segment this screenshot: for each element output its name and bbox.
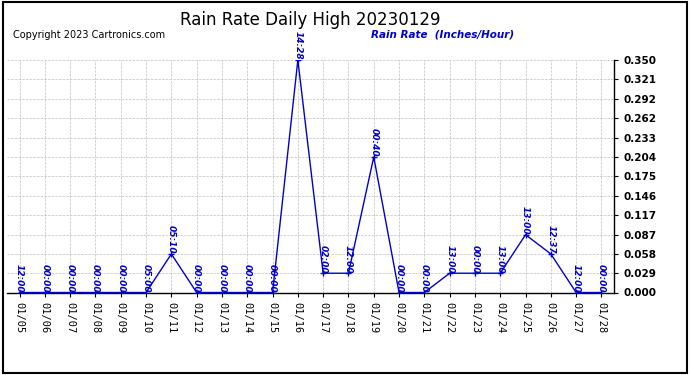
Text: 00:00: 00:00: [395, 264, 404, 292]
Text: 00:00: 00:00: [268, 264, 277, 292]
Text: 00:00: 00:00: [66, 264, 75, 292]
Text: 12:37: 12:37: [546, 225, 555, 254]
Text: 12:00: 12:00: [344, 244, 353, 273]
Text: Rain Rate Daily High 20230129: Rain Rate Daily High 20230129: [180, 11, 441, 29]
Text: 00:00: 00:00: [217, 264, 226, 292]
Text: 00:00: 00:00: [243, 264, 252, 292]
Text: 00:00: 00:00: [192, 264, 201, 292]
Text: 00:40: 00:40: [369, 128, 378, 157]
Text: 13:00: 13:00: [521, 206, 530, 235]
Text: 00:00: 00:00: [597, 264, 606, 292]
Text: 00:00: 00:00: [471, 244, 480, 273]
Text: 00:00: 00:00: [40, 264, 50, 292]
Text: Rain Rate  (Inches/Hour): Rain Rate (Inches/Hour): [371, 30, 514, 40]
Text: Copyright 2023 Cartronics.com: Copyright 2023 Cartronics.com: [13, 30, 165, 40]
Text: 02:00: 02:00: [319, 244, 328, 273]
Text: 05:10: 05:10: [167, 225, 176, 254]
Text: 12:00: 12:00: [571, 264, 581, 292]
Text: 05:00: 05:00: [141, 264, 150, 292]
Text: 00:00: 00:00: [420, 264, 429, 292]
Text: 12:00: 12:00: [15, 264, 24, 292]
Text: 13:00: 13:00: [445, 244, 454, 273]
Text: 00:00: 00:00: [116, 264, 126, 292]
Text: 14:28: 14:28: [293, 32, 302, 60]
Text: 13:00: 13:00: [495, 244, 505, 273]
Text: 00:00: 00:00: [91, 264, 100, 292]
